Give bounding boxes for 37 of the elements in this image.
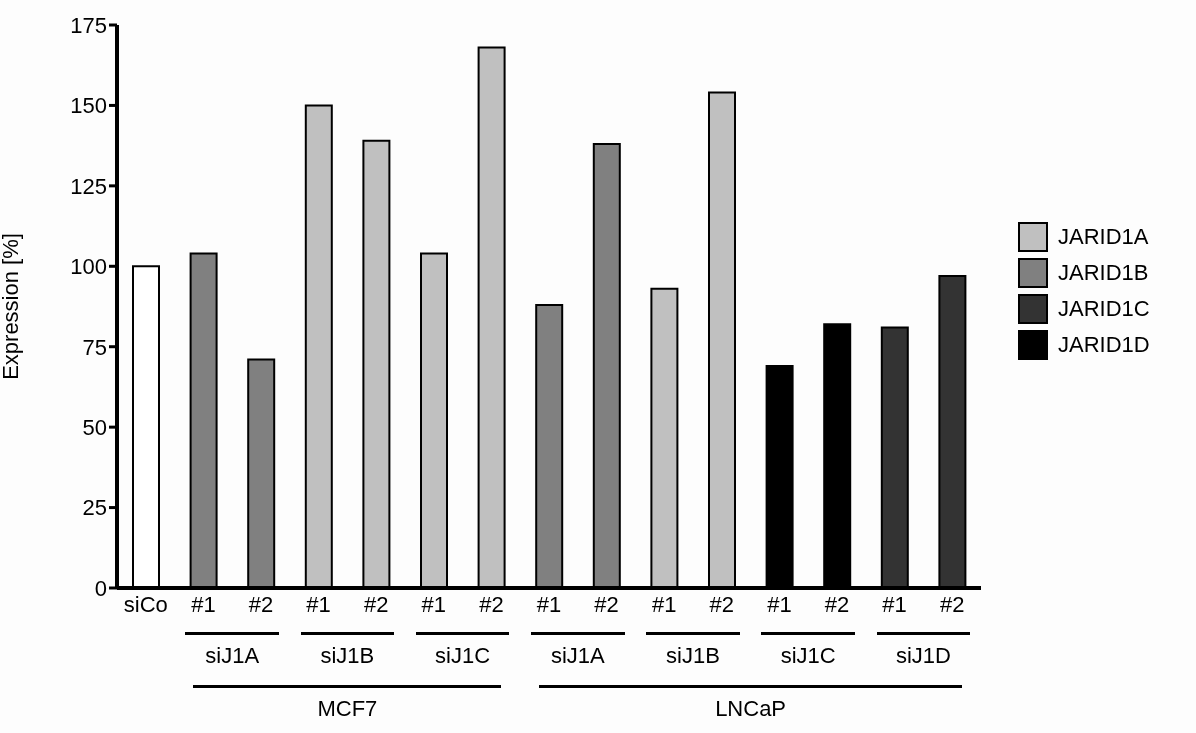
x-tick-label: #2 <box>363 591 389 617</box>
legend-label: JARID1C <box>1058 296 1150 322</box>
x-tick-label: #1 <box>536 591 562 617</box>
group-bracket: MCF7 <box>193 685 502 722</box>
y-tick-label: 0 <box>94 575 107 601</box>
group-bracket: siJ1C <box>415 632 510 669</box>
x-tick-label: #2 <box>709 591 735 617</box>
x-tick-label: #1 <box>306 591 331 617</box>
x-tick-label: #1 <box>421 591 447 617</box>
y-axis-title: Expression [%] <box>0 233 23 380</box>
x-tick-label: #2 <box>248 591 274 617</box>
group-bracket: siJ1B <box>300 632 395 669</box>
x-tick-label: #1 <box>882 591 907 617</box>
legend-label: JARID1D <box>1058 332 1150 358</box>
legend-label: JARID1B <box>1058 260 1149 286</box>
group-bracket: LNCaP <box>539 685 963 722</box>
x-tick-label: #2 <box>939 591 965 617</box>
x-tick-label: #2 <box>824 591 850 617</box>
y-tick-label: 25 <box>82 495 107 521</box>
group-bracket: siJ1A <box>185 632 279 669</box>
y-tick-label: 125 <box>70 173 107 199</box>
y-tick-label: 75 <box>82 334 107 360</box>
x-tick-label: #1 <box>651 591 677 617</box>
y-tick-label: 150 <box>70 93 107 119</box>
x-tick-label: #2 <box>594 591 619 617</box>
group-bracket: siJ1B <box>646 632 740 669</box>
x-tick-label: #1 <box>767 591 792 617</box>
y-tick-label: 50 <box>82 414 107 440</box>
y-tick-label: 175 <box>70 12 107 38</box>
y-tick-label: 100 <box>70 254 107 280</box>
group-bracket: siJ1D <box>876 632 971 669</box>
x-tick-label: #1 <box>191 591 216 617</box>
legend-label: JARID1A <box>1058 224 1149 250</box>
x-tick-label: #2 <box>479 591 504 617</box>
group-bracket: siJ1A <box>531 632 625 669</box>
x-tick-label: siCo <box>123 591 168 617</box>
group-bracket: siJ1C <box>761 632 855 669</box>
